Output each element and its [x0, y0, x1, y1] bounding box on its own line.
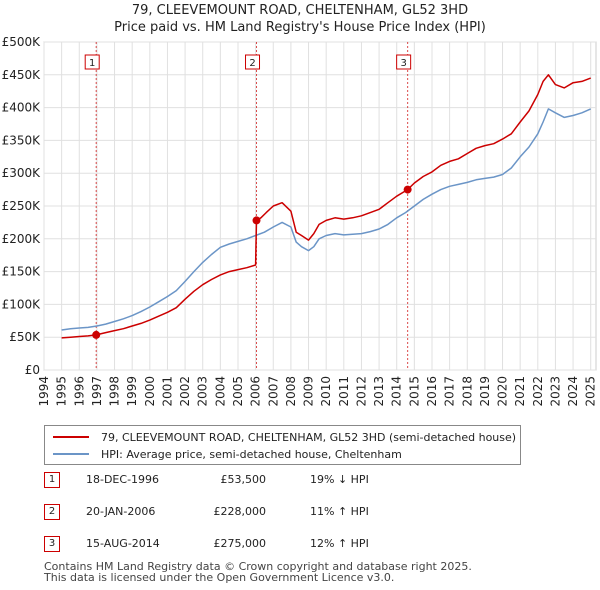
- chart-legend: 79, CLEEVEMOUNT ROAD, CHELTENHAM, GL52 3…: [44, 425, 521, 465]
- legend-item-property: 79, CLEEVEMOUNT ROAD, CHELTENHAM, GL52 3…: [53, 429, 516, 445]
- chart-title: 79, CLEEVEMOUNT ROAD, CHELTENHAM, GL52 3…: [0, 2, 600, 36]
- sale-price: £275,000: [213, 537, 267, 550]
- legend-swatch-hpi: [53, 453, 89, 455]
- y-tick-label: £200K: [2, 232, 42, 246]
- x-tick-label: 1999: [125, 376, 139, 407]
- x-tick-label: 2008: [284, 376, 298, 407]
- sale-number-badge: 3: [44, 536, 60, 552]
- sale-hpi-delta: 19% ↓ HPI: [310, 473, 369, 486]
- x-tick-label: 2014: [390, 376, 404, 407]
- x-tick-label: 2000: [143, 376, 157, 407]
- x-tick-label: 2018: [460, 376, 474, 407]
- x-tick-label: 2004: [213, 376, 227, 407]
- sale-date: 18-DEC-1996: [86, 473, 160, 486]
- x-tick-label: 2010: [319, 376, 333, 407]
- x-tick-label: 2005: [231, 376, 245, 407]
- x-tick-label: 2012: [354, 376, 368, 407]
- sale-marker-box: [245, 54, 261, 70]
- sale-number-badge: 2: [44, 504, 60, 520]
- x-tick-label: 1996: [72, 376, 86, 407]
- x-tick-label: 2011: [337, 376, 351, 407]
- legend-item-hpi: HPI: Average price, semi-detached house,…: [53, 446, 402, 462]
- x-tick-label: 2015: [407, 376, 421, 407]
- x-tick-label: 2022: [531, 376, 545, 407]
- property-price-line: [61, 74, 591, 339]
- sale-row: 1 18-DEC-1996 £53,500 19% ↓ HPI: [44, 472, 464, 490]
- sale-point: [252, 216, 261, 225]
- sale-marker-label: 2: [249, 58, 255, 69]
- footer-line1: Contains HM Land Registry data © Crown c…: [44, 560, 472, 573]
- sale-marker-label: 1: [89, 58, 95, 69]
- x-tick-label: 2025: [584, 376, 598, 407]
- x-tick-label: 2009: [302, 376, 316, 407]
- chart-title-line2: Price paid vs. HM Land Registry's House …: [114, 20, 486, 35]
- x-tick-label: 1995: [55, 376, 69, 407]
- x-tick-label: 2013: [372, 376, 386, 407]
- x-tick-label: 1998: [108, 376, 122, 407]
- x-tick-label: 2001: [160, 376, 174, 407]
- sale-point: [403, 185, 412, 194]
- x-tick-label: 2021: [513, 376, 527, 407]
- y-tick-label: £50K: [9, 330, 41, 344]
- legend-label-property: 79, CLEEVEMOUNT ROAD, CHELTENHAM, GL52 3…: [101, 430, 517, 444]
- y-tick-label: £500K: [2, 35, 42, 49]
- hpi-line: [61, 108, 592, 331]
- y-tick-label: £400K: [2, 101, 42, 115]
- sale-row: 2 20-JAN-2006 £228,000 11% ↑ HPI: [44, 504, 464, 522]
- sale-hpi-delta: 12% ↑ HPI: [310, 537, 369, 550]
- legend-swatch-property: [53, 436, 89, 438]
- x-tick-label: 1994: [37, 376, 51, 407]
- y-tick-label: £450K: [2, 68, 42, 82]
- x-tick-label: 2019: [478, 376, 492, 407]
- sale-hpi-delta: 11% ↑ HPI: [310, 505, 369, 518]
- x-tick-label: 2006: [249, 376, 263, 407]
- chart-title-line1: 79, CLEEVEMOUNT ROAD, CHELTENHAM, GL52 3…: [131, 3, 469, 18]
- x-tick-label: 2003: [196, 376, 210, 407]
- sale-row: 3 15-AUG-2014 £275,000 12% ↑ HPI: [44, 536, 464, 554]
- x-tick-label: 2007: [266, 376, 280, 407]
- sale-price: £228,000: [213, 505, 267, 518]
- y-tick-label: £150K: [2, 265, 42, 279]
- y-tick-label: £0: [25, 363, 40, 377]
- sale-marker-box: [84, 54, 100, 70]
- x-tick-label: 2024: [566, 376, 580, 407]
- sale-marker-box: [396, 54, 412, 70]
- sale-point: [92, 330, 101, 339]
- x-tick-label: 2017: [443, 376, 457, 407]
- footer-attribution: Contains HM Land Registry data © Crown c…: [44, 561, 472, 583]
- price-chart: £0 £50K £100K £150K £200K £250K £300K £350K £400…: [2, 35, 598, 407]
- legend-label-hpi: HPI: Average price, semi-detached house,…: [101, 447, 402, 461]
- x-tick-label: 2016: [425, 376, 439, 407]
- y-tick-label: £300K: [2, 166, 42, 180]
- x-tick-label: 2020: [496, 376, 510, 407]
- y-tick-label: £250K: [2, 199, 42, 213]
- sale-date: 15-AUG-2014: [86, 537, 160, 550]
- footer-line2: This data is licensed under the Open Gov…: [44, 571, 395, 584]
- sale-price: £53,500: [220, 473, 267, 486]
- x-tick-label: 2023: [548, 376, 562, 407]
- sale-marker-label: 3: [400, 58, 406, 69]
- sale-date: 20-JAN-2006: [86, 505, 156, 518]
- y-tick-label: £100K: [2, 297, 42, 311]
- sale-number-badge: 1: [44, 472, 60, 488]
- x-tick-label: 1997: [90, 376, 104, 407]
- y-tick-label: £350K: [2, 133, 42, 147]
- x-tick-label: 2002: [178, 376, 192, 407]
